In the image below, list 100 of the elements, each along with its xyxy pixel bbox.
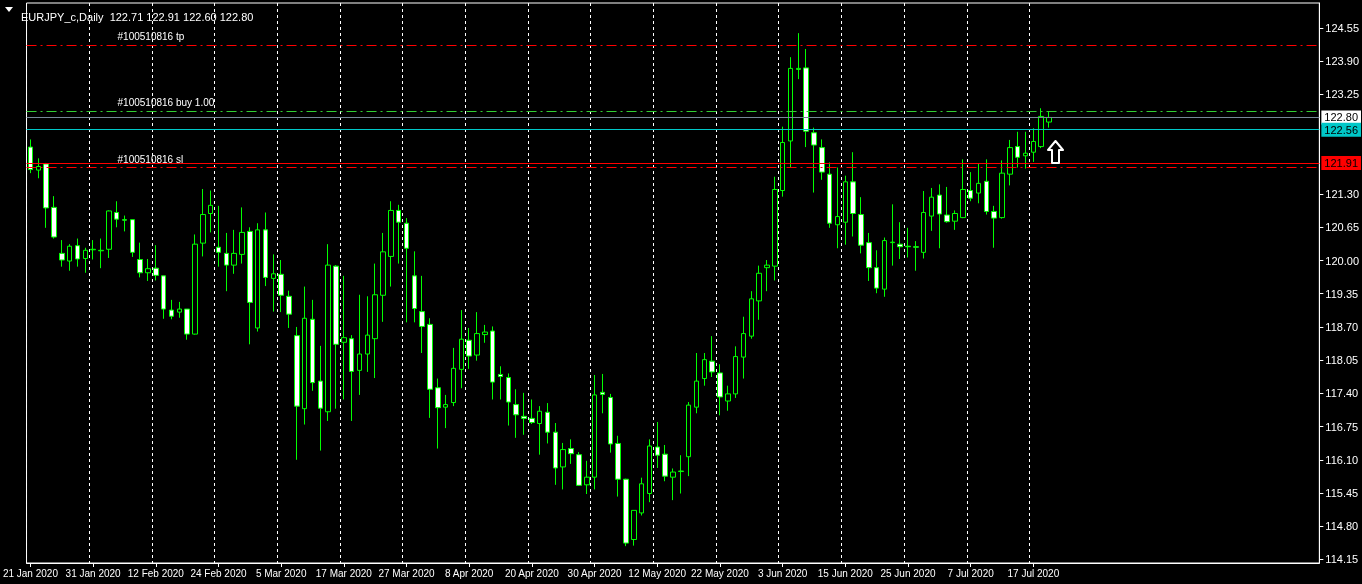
candlestick (749, 290, 754, 340)
candlestick (702, 352, 707, 387)
x-tick-label: 12 Feb 2020 (127, 567, 185, 579)
candlestick (819, 138, 825, 181)
x-tick-label: 15 Jun 2020 (817, 567, 874, 579)
candlestick (976, 163, 981, 204)
candlestick (302, 286, 307, 426)
candlestick (412, 250, 417, 323)
candlestick (788, 56, 793, 168)
candlestick (584, 460, 590, 495)
candlestick (192, 233, 198, 336)
candlestick (122, 215, 127, 232)
ref-line-label: 122.56 (1324, 123, 1359, 136)
candlestick (208, 190, 213, 233)
candlestick (239, 206, 245, 265)
y-tick-label: 114.80 (1325, 520, 1359, 533)
candlestick (631, 509, 637, 547)
y-tick-label: 117.40 (1325, 387, 1359, 400)
candlestick (75, 238, 80, 268)
y-tick-label: 114.15 (1325, 553, 1359, 566)
candlestick (506, 372, 511, 427)
x-tick-label: 3 Jun 2020 (757, 567, 808, 579)
candlestick (843, 175, 848, 246)
x-tick-label: 21 Jan 2020 (2, 567, 59, 579)
y-tick-label: 124.55 (1325, 22, 1360, 35)
candlestick (1038, 107, 1044, 149)
y-tick-label: 116.10 (1325, 453, 1359, 466)
candlestick (662, 444, 668, 482)
candlestick (67, 243, 72, 272)
candlestick (435, 378, 441, 450)
ref-line-label: #100510816 buy 1.00 (117, 97, 215, 109)
x-tick-label: 31 Jan 2020 (65, 567, 122, 579)
x-tick-label: 27 Mar 2020 (378, 567, 436, 579)
candlestick (764, 259, 770, 292)
candlestick (780, 126, 785, 198)
y-tick-label: 120.65 (1325, 221, 1360, 234)
x-tick-label: 20 Apr 2020 (504, 567, 560, 579)
candlestick (161, 275, 166, 320)
candlestick (772, 176, 778, 281)
x-tick-label: 5 Mar 2020 (255, 567, 307, 579)
y-tick-label: 115.45 (1325, 487, 1359, 499)
candlestick (929, 187, 934, 232)
ref-line-label: 121.91 (1324, 156, 1359, 169)
y-tick-label: 118.05 (1325, 354, 1359, 367)
candlestick (200, 188, 206, 257)
candlestick (694, 352, 699, 414)
candlestick (325, 243, 331, 422)
candlestick (1031, 127, 1036, 163)
candlestick (991, 205, 997, 249)
candlestick (357, 294, 362, 396)
candlestick (639, 477, 644, 516)
candlestick (937, 183, 942, 249)
candlestick (984, 158, 989, 216)
x-tick-label: 25 Jun 2020 (880, 567, 936, 579)
candlestick (349, 334, 354, 422)
candlestick (756, 265, 762, 321)
candlestick (568, 438, 574, 465)
candlestick (145, 258, 151, 282)
candlestick (960, 158, 966, 219)
candlestick (255, 222, 260, 333)
candlestick (286, 290, 292, 329)
x-tick-label: 7 Jul 2020 (947, 567, 995, 579)
candlestick (686, 401, 691, 477)
ref-line-label: #100510816 sl (117, 153, 184, 165)
candlestick (592, 374, 597, 490)
candlestick (576, 451, 582, 487)
candlestick (866, 232, 872, 282)
candlestick (419, 275, 425, 354)
candlestick (231, 229, 237, 275)
candlestick (365, 295, 370, 373)
candlestick (310, 299, 315, 392)
candlestick (678, 454, 684, 495)
y-tick-label: 123.90 (1325, 55, 1360, 68)
candlestick (874, 249, 879, 294)
candlestick (905, 227, 911, 258)
candlestick (835, 167, 840, 249)
candlestick (263, 211, 268, 287)
candlestick (224, 232, 229, 292)
candlestick (1007, 139, 1013, 186)
y-tick-label: 119.35 (1325, 287, 1359, 300)
candlestick (545, 402, 550, 444)
candlestick (51, 195, 57, 240)
candlestick (247, 226, 253, 345)
candlestick (106, 209, 112, 259)
candlestick (388, 200, 394, 288)
candlestick (443, 394, 448, 429)
candlestick (271, 253, 276, 313)
candlestick (318, 345, 323, 452)
x-tick-label: 30 Apr 2020 (567, 567, 622, 579)
candlestick (811, 127, 817, 194)
y-tick-label: 121.30 (1325, 188, 1360, 201)
candlestick (513, 388, 519, 439)
candlestick (427, 317, 433, 419)
x-tick-label: 22 May 2020 (691, 567, 750, 579)
candlestick (803, 48, 809, 148)
candlestick (59, 239, 65, 268)
candlestick (380, 232, 386, 323)
candlestick (490, 325, 495, 400)
candlestick (372, 263, 378, 379)
candlestick (294, 326, 300, 461)
